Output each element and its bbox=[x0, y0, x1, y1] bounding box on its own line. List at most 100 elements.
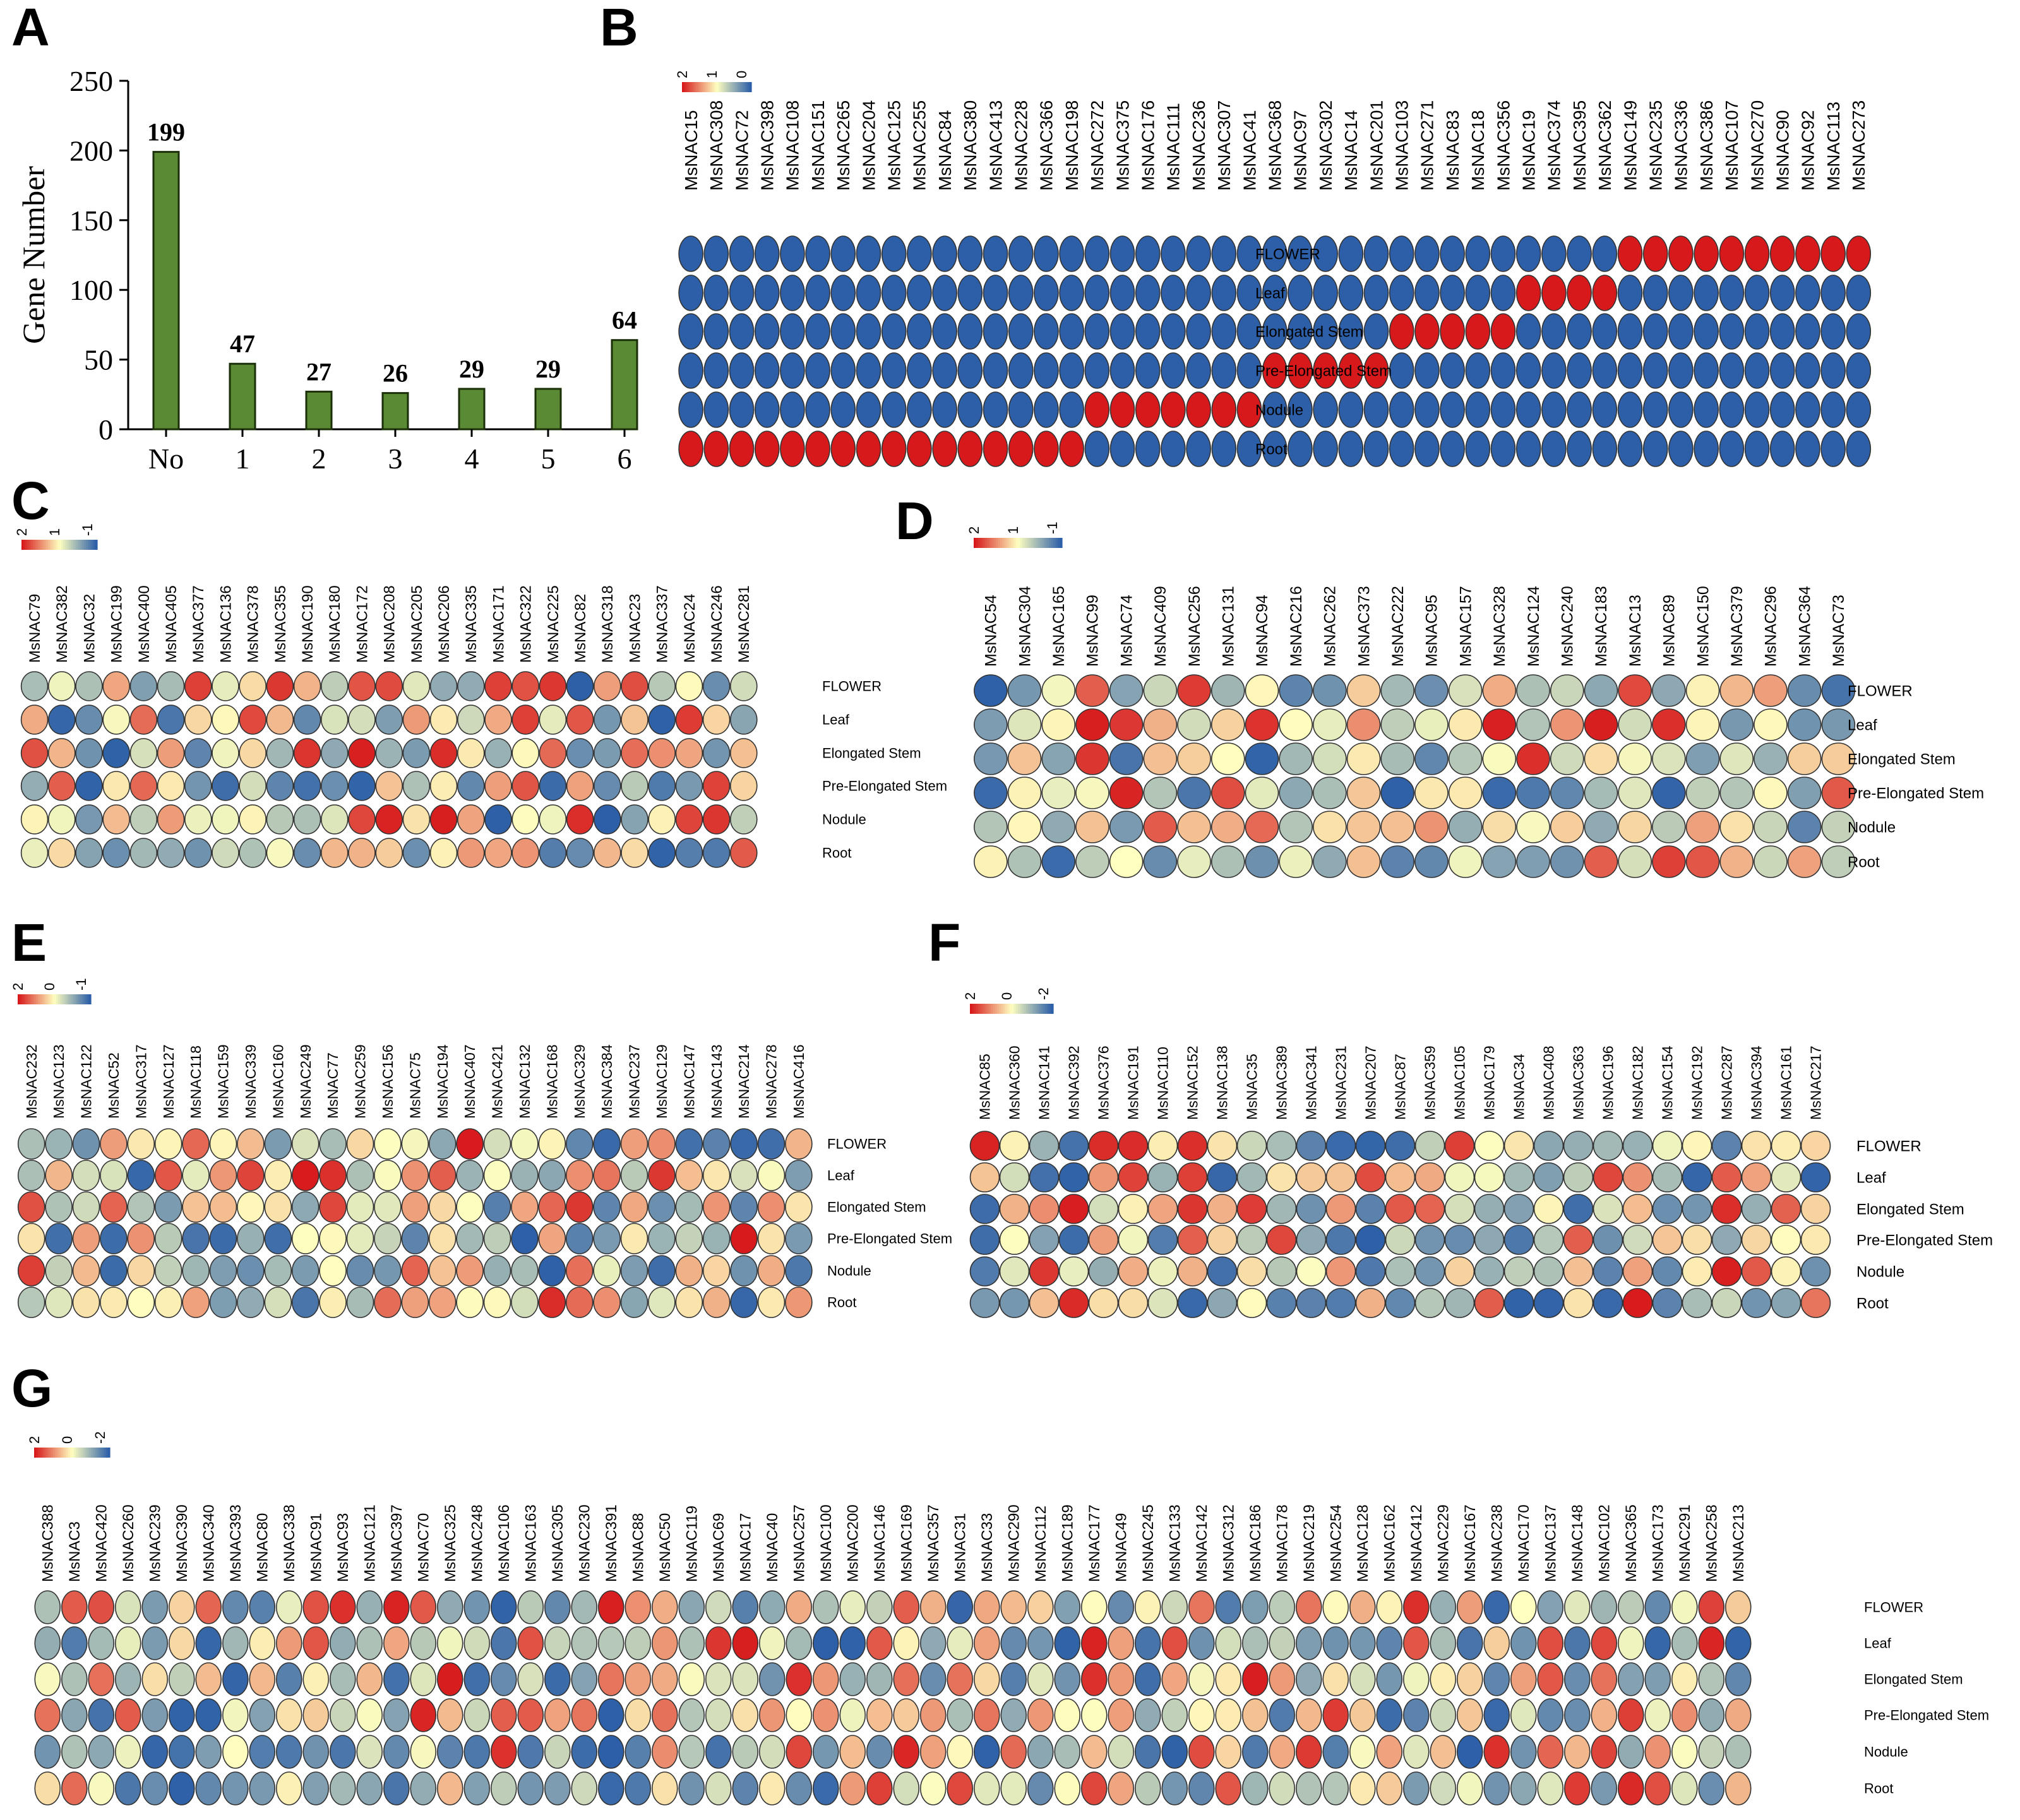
heatmap-cell bbox=[484, 804, 512, 835]
heatmap-cell bbox=[410, 1590, 437, 1624]
heatmap-cell bbox=[356, 1662, 383, 1696]
legend-swatch bbox=[993, 538, 996, 548]
heatmap-cell bbox=[209, 1287, 237, 1318]
column-label: MsNAC72 bbox=[732, 110, 751, 191]
heatmap-cell bbox=[1719, 742, 1754, 775]
heatmap-cell bbox=[1355, 1162, 1386, 1193]
heatmap-cell bbox=[785, 1255, 813, 1287]
heatmap-cell bbox=[374, 1160, 402, 1191]
heatmap-cell bbox=[1075, 811, 1109, 843]
legend-tick-label: 0 bbox=[59, 1436, 75, 1444]
heatmap-cell bbox=[1671, 1590, 1698, 1624]
heatmap-cell bbox=[907, 391, 932, 428]
heatmap-cell bbox=[1058, 1194, 1089, 1224]
heatmap-cell bbox=[969, 1162, 1000, 1193]
heatmap-cell bbox=[702, 1128, 731, 1160]
heatmap-cell bbox=[1109, 431, 1135, 467]
heatmap-cell bbox=[957, 235, 983, 272]
heatmap-cell bbox=[1084, 235, 1110, 272]
heatmap-cell bbox=[1591, 1662, 1618, 1696]
column-label: MsNAC359 bbox=[1422, 1045, 1438, 1120]
heatmap-cell bbox=[1084, 391, 1110, 428]
heatmap-cell bbox=[511, 804, 540, 835]
heatmap-cell bbox=[758, 1626, 786, 1660]
heatmap-cell bbox=[1380, 776, 1415, 809]
heatmap-cell bbox=[239, 838, 267, 868]
legend-swatch bbox=[95, 1448, 97, 1458]
heatmap-cell bbox=[1820, 431, 1846, 467]
legend-swatch bbox=[59, 994, 63, 1004]
heatmap-cell bbox=[1541, 352, 1567, 389]
heatmap-cell bbox=[1537, 1698, 1564, 1732]
heatmap-cell bbox=[402, 738, 431, 768]
heatmap-cell bbox=[34, 1626, 61, 1660]
column-label: MsNAC416 bbox=[791, 1044, 807, 1119]
column-label: MsNAC24 bbox=[681, 594, 698, 663]
legend-swatch bbox=[34, 1448, 37, 1458]
legend-swatch bbox=[1013, 538, 1017, 548]
legend-swatch bbox=[750, 82, 752, 92]
heatmap-cell bbox=[1000, 1626, 1027, 1660]
heatmap-cell bbox=[168, 1626, 195, 1660]
heatmap-cell bbox=[805, 235, 830, 272]
legend-swatch bbox=[65, 540, 68, 550]
heatmap-cell bbox=[1338, 313, 1364, 350]
heatmap-cell bbox=[1622, 1256, 1653, 1287]
heatmap-cell bbox=[356, 1626, 383, 1660]
heatmap-cell bbox=[805, 431, 830, 467]
heatmap-cell bbox=[1143, 742, 1178, 775]
column-label: MsNAC190 bbox=[299, 585, 316, 663]
heatmap-cell bbox=[1430, 1735, 1457, 1769]
heatmap-cell bbox=[1618, 674, 1652, 707]
legend-swatch bbox=[57, 1448, 59, 1458]
column-label: MsNAC122 bbox=[78, 1044, 95, 1119]
heatmap-cell bbox=[209, 1160, 237, 1191]
heatmap-cell bbox=[539, 738, 567, 768]
heatmap-cell bbox=[375, 771, 403, 801]
legend-swatch bbox=[995, 1004, 998, 1014]
heatmap-cell bbox=[1682, 1131, 1712, 1161]
heatmap-cell bbox=[212, 804, 239, 835]
heatmap-cell bbox=[20, 771, 49, 801]
heatmap-cell bbox=[168, 1662, 195, 1696]
heatmap-cell bbox=[1027, 1698, 1054, 1732]
column-label: MsNAC91 bbox=[308, 1513, 325, 1582]
heatmap-cell bbox=[157, 705, 185, 735]
heatmap-cell bbox=[45, 1255, 73, 1287]
heatmap-cell bbox=[1402, 1735, 1430, 1769]
heatmap-cell bbox=[675, 1128, 703, 1160]
heatmap-cell bbox=[410, 1771, 437, 1805]
heatmap-cell bbox=[702, 1287, 731, 1318]
heatmap-cell bbox=[907, 313, 932, 350]
legend-swatch bbox=[1022, 1004, 1025, 1014]
legend-swatch bbox=[1046, 538, 1049, 548]
heatmap-cell bbox=[1567, 391, 1592, 428]
heatmap-cell bbox=[1618, 742, 1652, 775]
column-label: MsNAC119 bbox=[684, 1506, 701, 1582]
heatmap-cell bbox=[114, 1662, 141, 1696]
legend-swatch bbox=[55, 1448, 57, 1458]
heatmap-cell bbox=[1537, 1662, 1564, 1696]
column-label: MsNAC200 bbox=[845, 1504, 862, 1582]
legend-tick-label: 1 bbox=[1005, 526, 1021, 534]
heatmap-cell bbox=[780, 431, 805, 467]
heatmap-cell bbox=[239, 671, 267, 701]
heatmap-cell bbox=[154, 1223, 182, 1254]
heatmap-cell bbox=[1694, 391, 1719, 428]
heatmap-cell bbox=[1414, 811, 1449, 843]
heatmap-cell bbox=[1000, 1590, 1027, 1624]
heatmap-cell bbox=[729, 313, 755, 350]
heatmap-cell bbox=[222, 1626, 249, 1660]
heatmap-cell bbox=[702, 738, 731, 768]
heatmap-cell bbox=[1515, 352, 1541, 389]
column-label: MsNAC14 bbox=[1341, 110, 1361, 191]
column-label: MsNAC208 bbox=[381, 585, 398, 663]
heatmap-cell bbox=[566, 671, 594, 701]
heatmap-cell bbox=[571, 1626, 598, 1660]
heatmap-cell bbox=[1682, 1256, 1712, 1287]
heatmap-cell bbox=[702, 1160, 731, 1191]
heatmap-cell bbox=[856, 352, 882, 389]
heatmap-cell bbox=[102, 671, 130, 701]
legend-swatch bbox=[29, 540, 32, 550]
heatmap-cell bbox=[1118, 1225, 1149, 1255]
